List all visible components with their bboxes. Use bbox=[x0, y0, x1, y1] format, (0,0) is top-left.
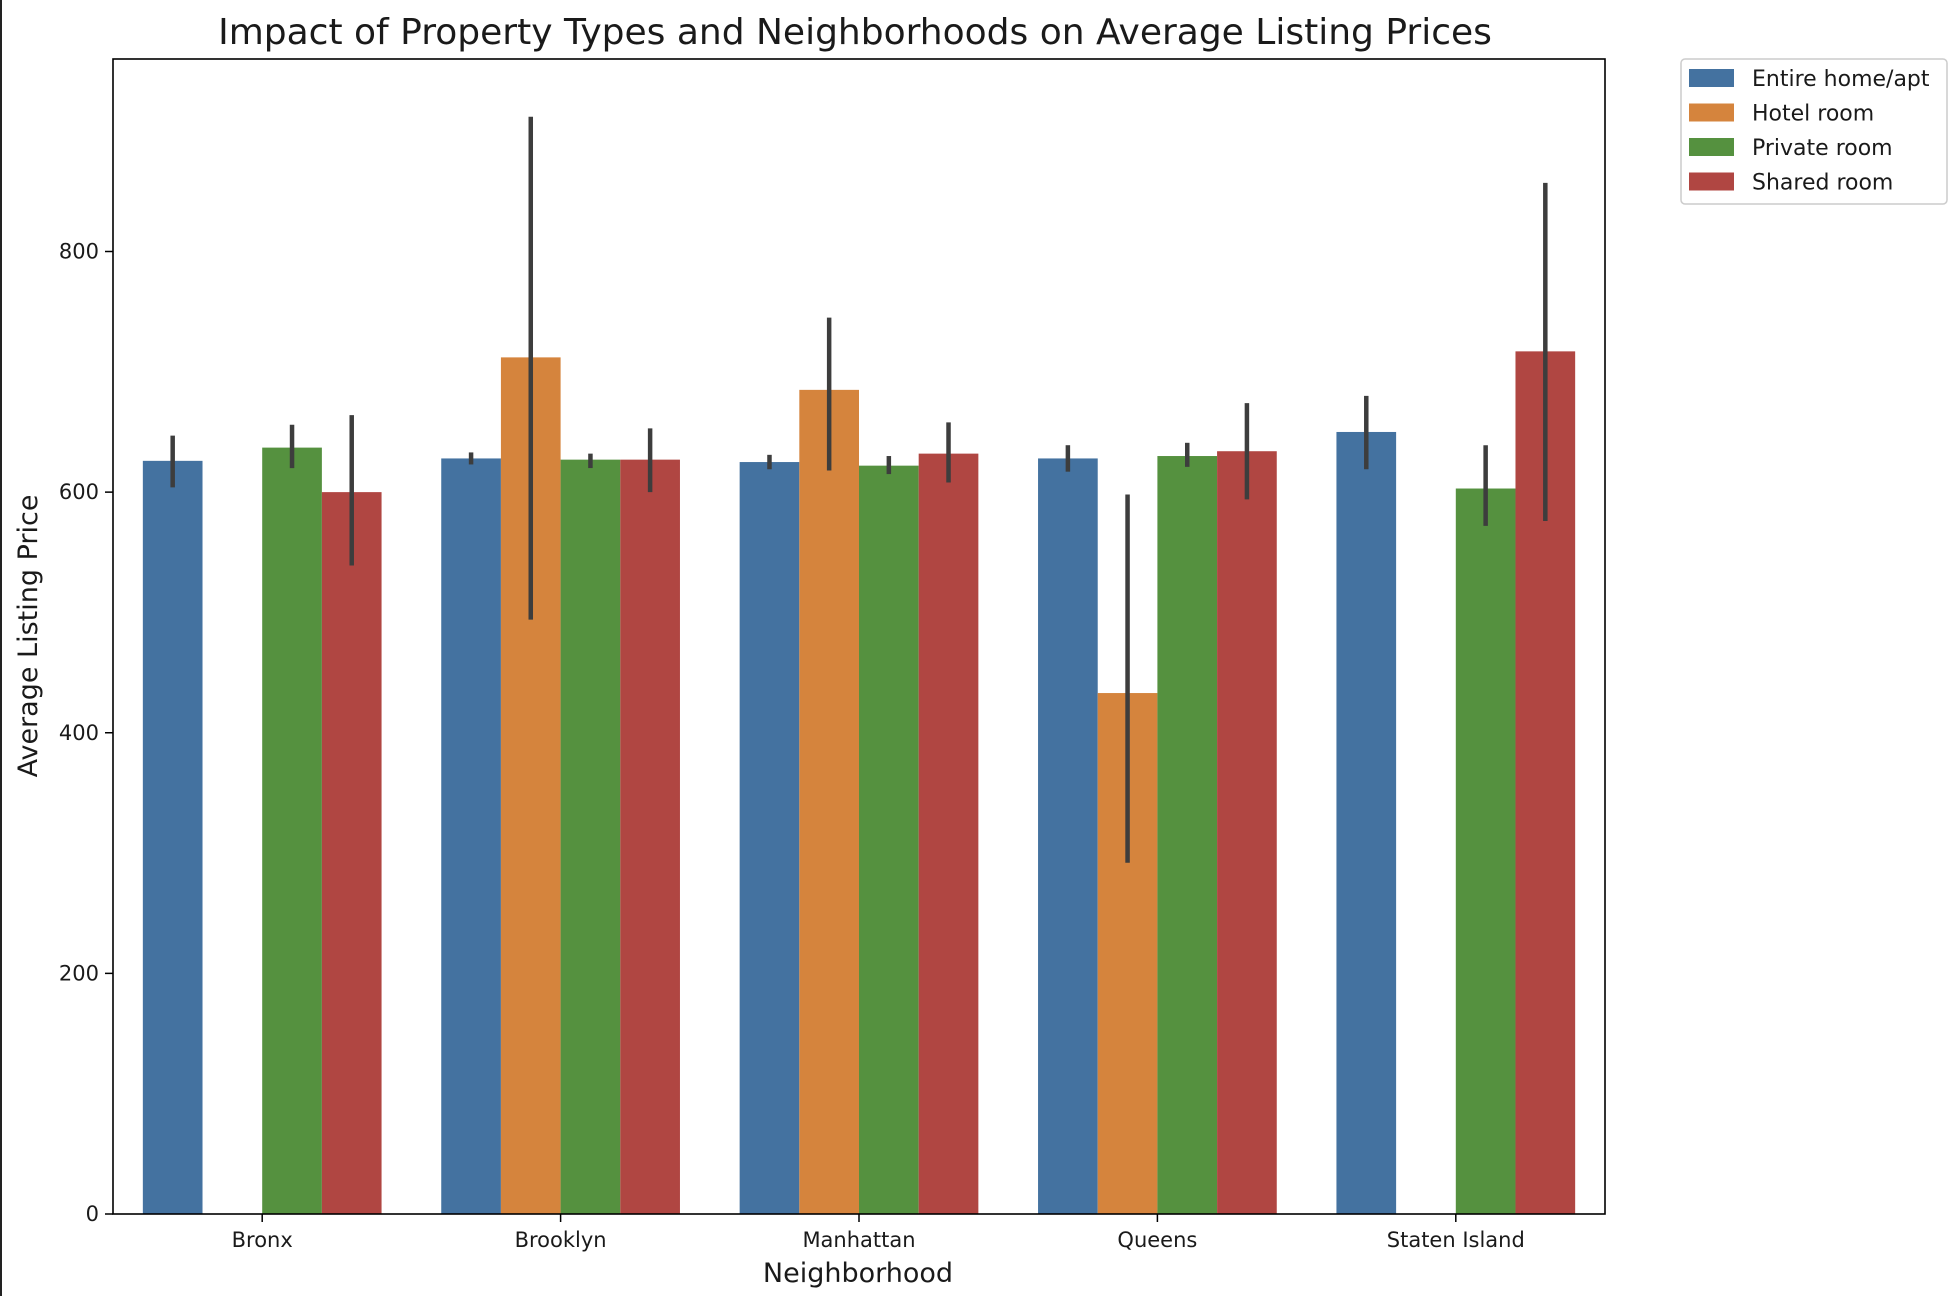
y-tick-label: 400 bbox=[59, 721, 99, 745]
bar bbox=[1336, 431, 1397, 1214]
bar bbox=[1157, 456, 1218, 1214]
x-tick-label: Bronx bbox=[232, 1228, 293, 1252]
bar bbox=[1455, 488, 1516, 1214]
bar bbox=[918, 453, 979, 1214]
bar bbox=[321, 492, 382, 1214]
y-tick-label: 200 bbox=[59, 961, 99, 985]
plot-bars bbox=[142, 351, 1576, 1214]
legend-label: Shared room bbox=[1752, 171, 1893, 196]
bar bbox=[739, 462, 800, 1214]
plot-error-bars bbox=[170, 116, 1548, 863]
legend-swatch bbox=[1689, 138, 1734, 156]
legend-label: Private room bbox=[1752, 136, 1893, 161]
x-tick-label: Queens bbox=[1117, 1228, 1197, 1252]
y-tick-label: 800 bbox=[59, 240, 99, 264]
legend-label: Hotel room bbox=[1752, 102, 1874, 127]
legend-swatch bbox=[1689, 172, 1734, 191]
bar bbox=[1038, 458, 1098, 1214]
x-tick-label: Manhattan bbox=[802, 1228, 915, 1252]
y-tick-label: 0 bbox=[86, 1202, 99, 1226]
x-tick-label: Staten Island bbox=[1387, 1228, 1525, 1252]
legend-label: Entire home/apt bbox=[1752, 67, 1930, 92]
bar bbox=[262, 447, 322, 1214]
x-axis: Bronx Brooklyn Manhattan Queens Staten Islan… bbox=[232, 1214, 1525, 1252]
y-tick-label: 600 bbox=[59, 480, 99, 504]
x-tick-label: Brooklyn bbox=[515, 1228, 607, 1252]
bar bbox=[142, 460, 203, 1214]
bar bbox=[620, 459, 680, 1214]
bar bbox=[859, 465, 919, 1214]
y-axis: 0 200 400 600 800 bbox=[59, 240, 113, 1226]
bar bbox=[441, 458, 501, 1214]
legend-frame bbox=[1680, 58, 1948, 205]
x-axis-label: Neighborhood bbox=[763, 1258, 953, 1289]
bar bbox=[1217, 451, 1277, 1214]
legend: Entire home/apt Hotel room Private room Sha… bbox=[1680, 58, 1948, 205]
legend-swatch bbox=[1689, 69, 1734, 87]
bar bbox=[560, 459, 621, 1214]
window-left-edge bbox=[0, 0, 2, 1296]
y-axis-label: Average Listing Price bbox=[13, 495, 44, 778]
chart-title: Impact of Property Types and Neighborhoo… bbox=[218, 12, 1492, 53]
legend-swatch bbox=[1689, 103, 1734, 122]
bar bbox=[799, 389, 859, 1214]
